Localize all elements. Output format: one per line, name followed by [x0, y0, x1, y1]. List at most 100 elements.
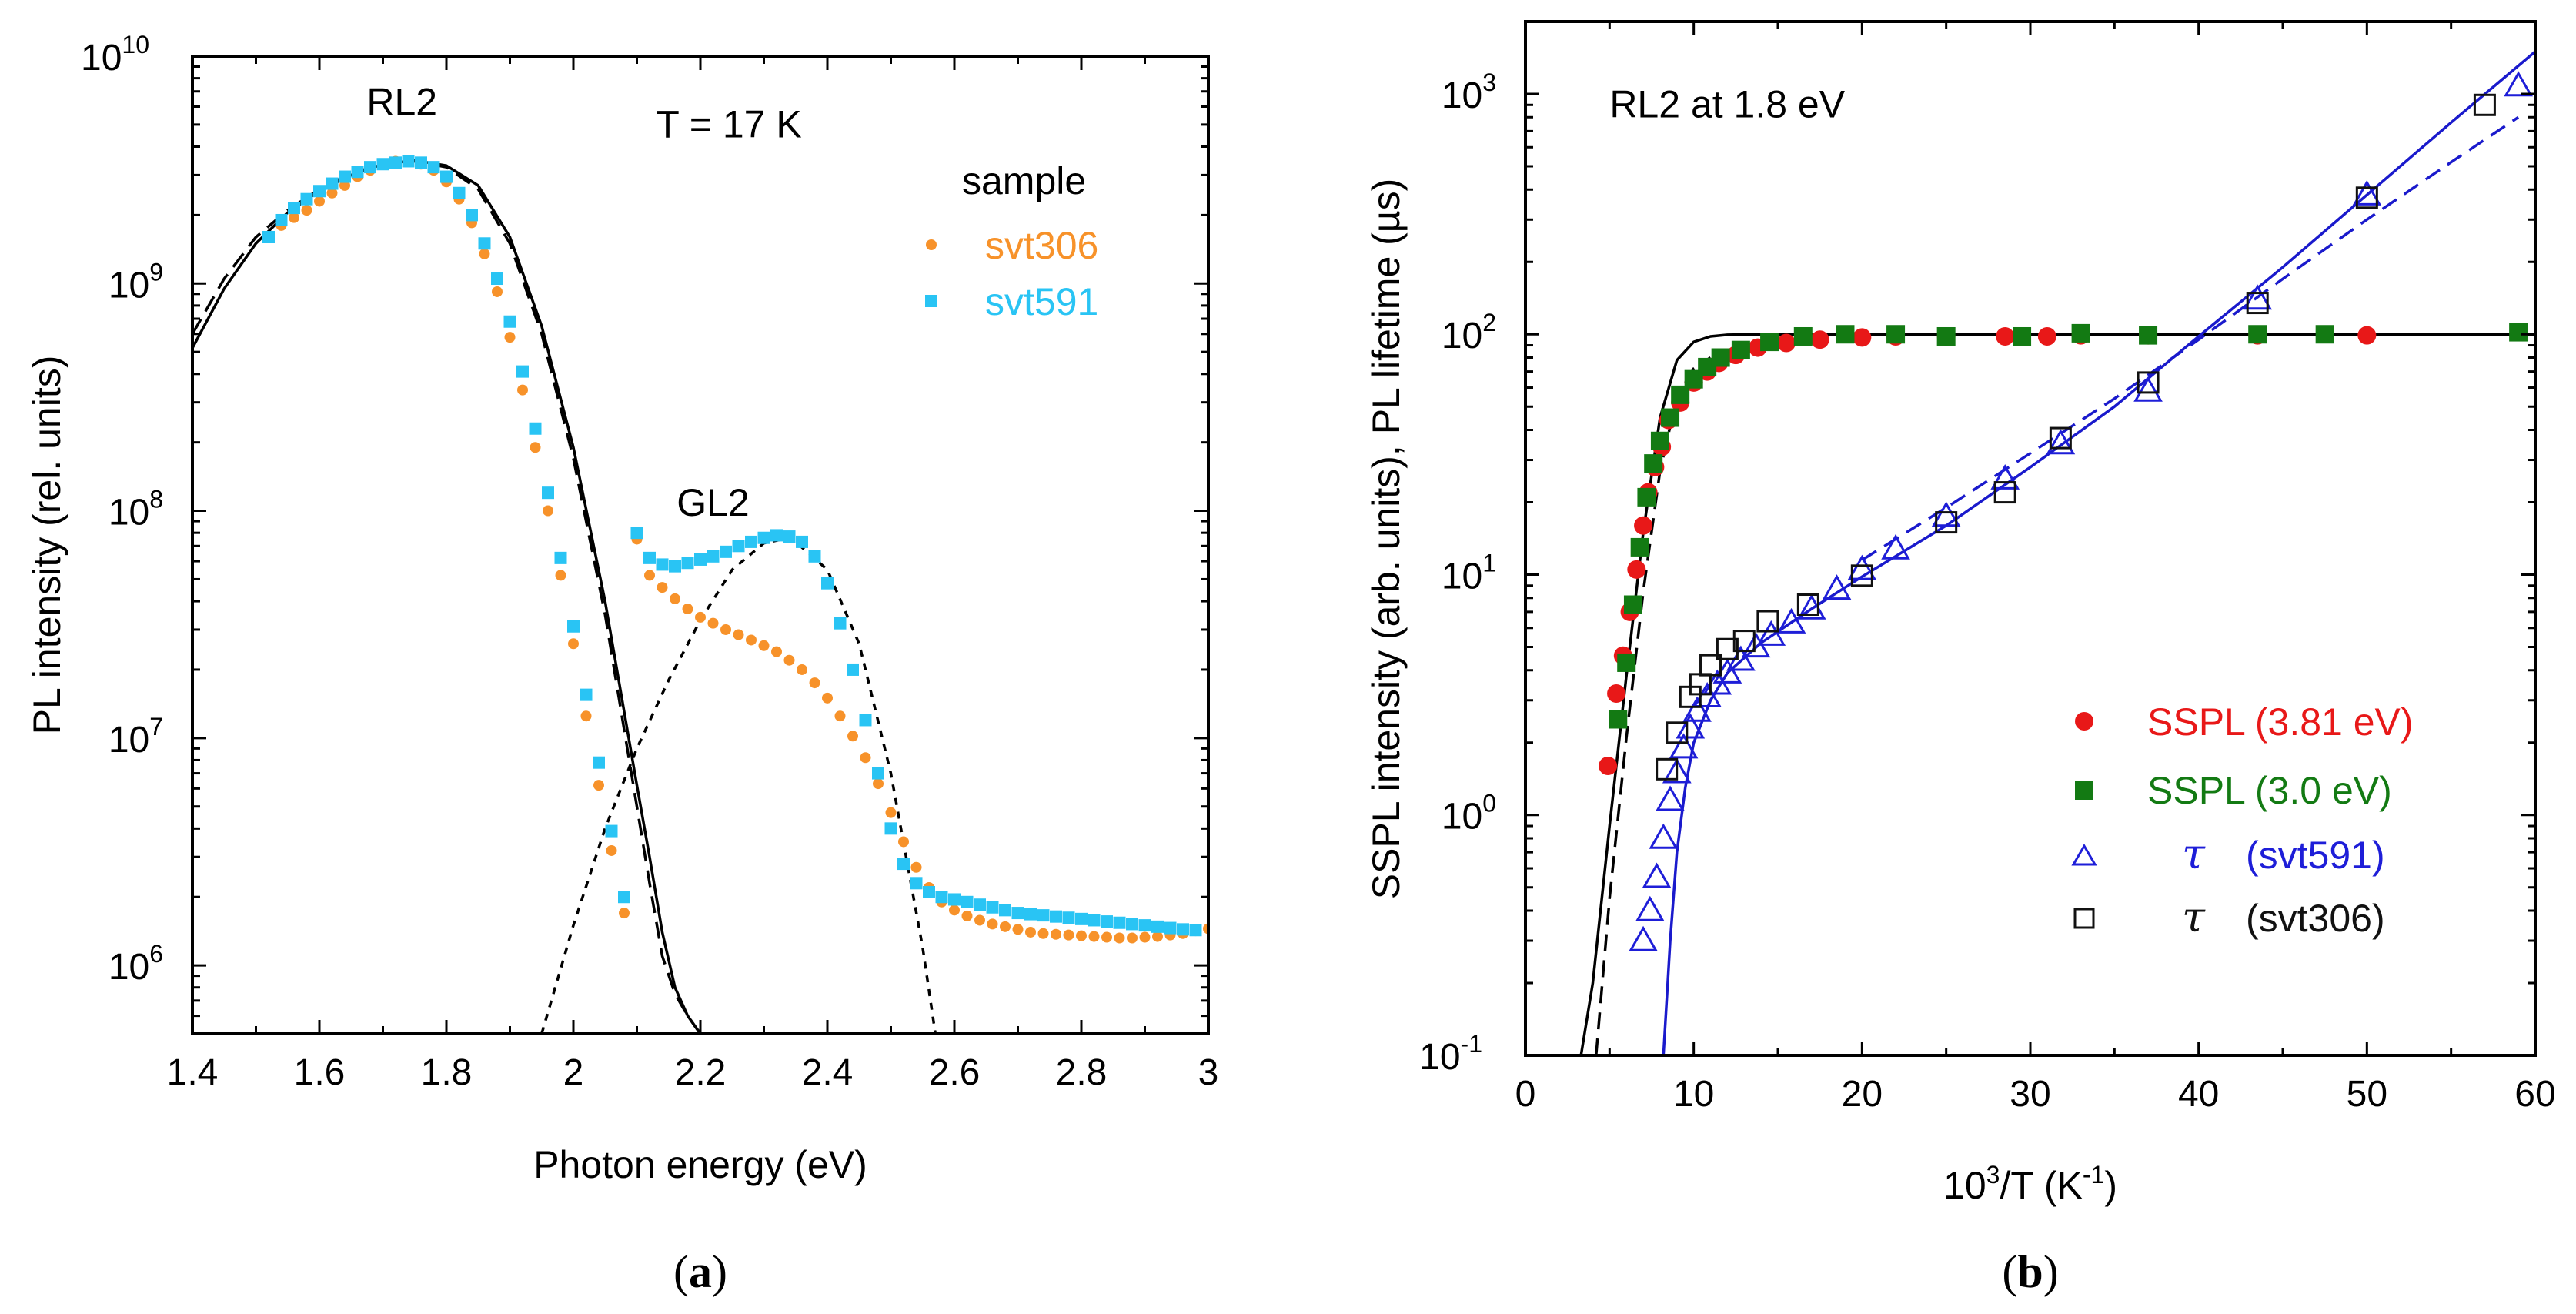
panel-b-point-sspl-3-0-ev [1760, 333, 1779, 352]
panel-b-point-tau-svt591 [2504, 71, 2533, 97]
panel-a-point-svt591 [783, 530, 796, 543]
panel-b-legend-label-tau306: (svt306) [2246, 897, 2385, 940]
panel-b-point-sspl-3-81-ev [2037, 326, 2056, 346]
panel-a-point-svt591 [275, 213, 288, 226]
panel-a-point-svt591 [859, 714, 872, 727]
panel-a-point-svt591 [1113, 916, 1126, 929]
panel-a-x-tick-label: 2 [563, 1052, 584, 1093]
panel-a-point-svt591 [262, 231, 275, 244]
panel-b-y-tick-label: 102 [1442, 309, 1496, 356]
panel-b-annotation-rl2: RL2 at 1.8 eV [1609, 82, 1845, 125]
panel-a-point-svt306 [1101, 931, 1112, 943]
panel-a-point-svt591 [897, 858, 910, 871]
panel-a-annotation-temperature: T = 17 K [656, 102, 801, 145]
panel-a-point-svt306 [1063, 929, 1074, 941]
panel-a-point-svt591 [884, 822, 897, 835]
panel-b-point-sspl-3-0-ev [2139, 326, 2158, 345]
panel-a-point-svt591 [516, 365, 529, 378]
panel-b-x-tick-label: 10 [1673, 1074, 1714, 1115]
panel-b-point-sspl-3-0-ev [1731, 340, 1750, 359]
panel-b-x-tick-label: 40 [2178, 1074, 2219, 1115]
panel-a-point-svt591 [1062, 911, 1075, 924]
panel-b-x-axis-title-exp2: -1 [2083, 1161, 2104, 1189]
panel-b-point-sspl-3-81-ev [1599, 757, 1618, 776]
panel-b-point-tau-svt306 [1993, 481, 2016, 504]
panel-a-point-svt306 [1051, 928, 1061, 940]
panel-b-x-tick-label: 60 [2514, 1074, 2555, 1115]
panel-a-point-svt306 [898, 836, 909, 848]
panel-b-point-sspl-3-81-ev [1627, 560, 1646, 579]
panel-b-point-tau-svt306 [1666, 721, 1689, 744]
panel-b-point-tau-svt306 [1850, 564, 1873, 587]
panel-a-point-svt306 [555, 570, 566, 581]
panel-a-point-svt306 [783, 654, 795, 666]
panel-a-point-svt306 [1025, 926, 1036, 938]
panel-a-point-svt591 [1037, 909, 1050, 922]
panel-b-point-tau-svt591 [1776, 607, 1806, 634]
panel-a-point-svt591 [440, 170, 453, 183]
panel-a-point-svt591 [376, 158, 389, 171]
panel-a-point-svt591 [974, 898, 986, 911]
panel-b-point-sspl-3-81-ev [1634, 516, 1653, 535]
panel-b-point-tau-svt591 [1931, 501, 1961, 527]
panel-a-point-svt591 [630, 527, 643, 540]
panel-b-y-tick-label: 10-1 [1419, 1030, 1482, 1078]
panel-a-point-svt306 [720, 624, 731, 635]
panel-a-point-svt591 [580, 688, 593, 701]
panel-a-point-svt591 [300, 192, 313, 206]
panel-b-point-sspl-3-0-ev [2315, 325, 2334, 344]
panel-b-fit-tau-fit-solid [1662, 50, 2535, 1055]
panel-b-point-tau-svt591 [1847, 554, 1877, 580]
panel-a-y-tick-label: 108 [109, 486, 163, 533]
panel-a-point-svt591 [948, 893, 961, 906]
panel-a-point-svt306 [593, 780, 604, 791]
panel-a-point-svt306 [492, 286, 503, 297]
panel-b-x-tick-label: 50 [2347, 1074, 2387, 1115]
panel-b-point-tau-svt591 [1676, 713, 1706, 739]
panel-b-series-sspl-3-0-ev [1609, 323, 2528, 729]
panel-b-legend-label-sspl30: SSPL (3.0 eV) [2147, 769, 2392, 812]
panel-b-label-letter: b [2017, 1246, 2043, 1297]
panel-a-point-svt306 [301, 205, 312, 216]
panel-a-x-axis-title: Photon energy (eV) [533, 1143, 867, 1186]
panel-a-point-svt591 [364, 161, 376, 174]
panel-a-point-svt591 [1189, 924, 1202, 937]
panel-a-point-svt591 [453, 186, 466, 199]
panel-a-legend-marker-svt306 [926, 239, 937, 250]
panel-a-point-svt591 [313, 185, 326, 198]
panel-b-fit-sspl-fit-solid [1579, 333, 2535, 1055]
panel-a-point-svt306 [885, 807, 897, 818]
panel-a-point-svt306 [1152, 931, 1163, 942]
panel-b-point-tau-svt591 [1629, 925, 1658, 951]
panel-a-x-tick-label: 2.8 [1056, 1052, 1108, 1093]
panel-b-point-sspl-3-0-ev [1836, 325, 1855, 344]
panel-a-point-svt306 [822, 692, 833, 704]
panel-a-point-svt306 [568, 638, 579, 650]
panel-a-point-svt591 [466, 209, 478, 222]
panel-a-y-tick-label: 1010 [81, 31, 149, 79]
panel-b-point-sspl-3-0-ev [1886, 325, 1906, 344]
panel-a-point-svt306 [834, 710, 846, 722]
panel-b-plot-area [1579, 50, 2535, 1055]
panel-a-x-tick-label: 2.2 [675, 1052, 727, 1093]
panel-b-point-sspl-3-0-ev [1644, 454, 1663, 473]
panel-a-series-svt306 [276, 155, 1208, 944]
panel-b-point-sspl-3-81-ev [2357, 326, 2377, 345]
panel-b-point-tau-svt306 [2049, 426, 2072, 450]
panel-a-point-svt591 [593, 756, 605, 769]
panel-b-label: (b) [2002, 1246, 2058, 1297]
panel-a-point-svt591 [1151, 920, 1164, 933]
panel-a-annotation-rl2: RL2 [366, 81, 437, 124]
panel-b-point-sspl-3-0-ev [1623, 595, 1642, 614]
panel-a-point-svt591 [618, 891, 630, 904]
panel-b-point-tau-svt306 [1656, 757, 1679, 781]
panel-a-point-svt306 [949, 904, 960, 916]
panel-b-point-tau-svt306 [2473, 93, 2496, 116]
panel-a-point-svt591 [503, 315, 516, 328]
panel-b-point-tau-svt591 [1990, 463, 2020, 490]
panel-b-point-sspl-3-0-ev [1630, 537, 1649, 557]
panel-a-point-svt591 [986, 901, 999, 914]
panel-a-point-svt591 [643, 551, 656, 564]
